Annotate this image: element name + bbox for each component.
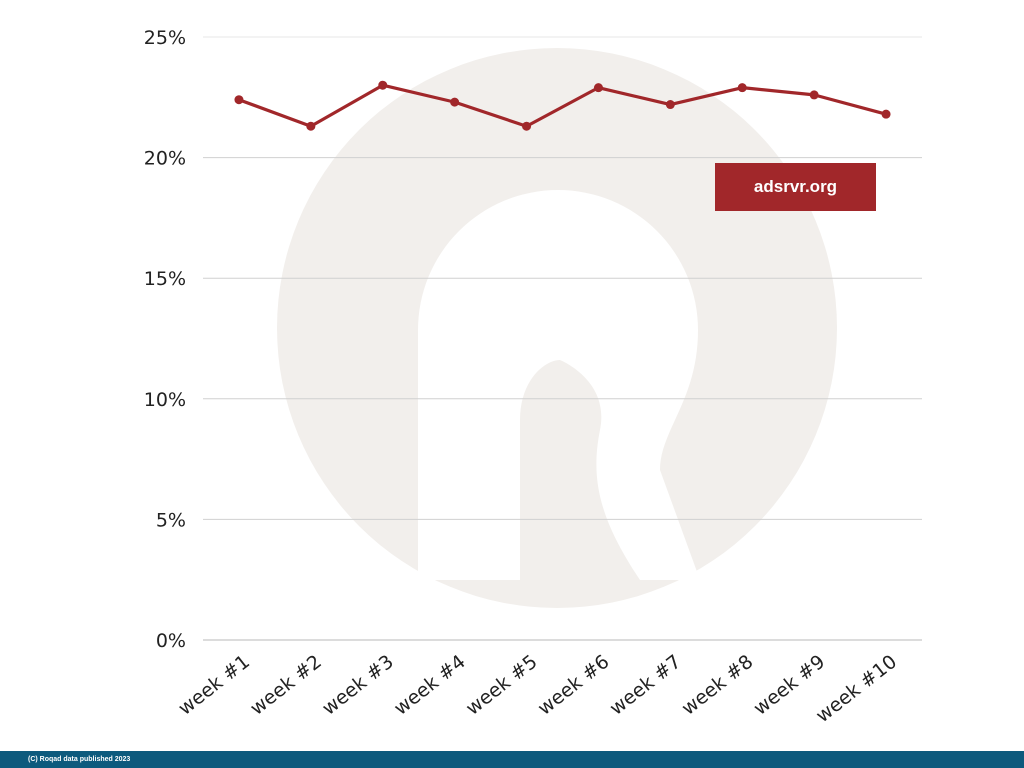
data-point <box>306 121 316 131</box>
x-tick-label: week #3 <box>318 651 398 720</box>
data-point <box>450 97 460 107</box>
y-tick-label: 15% <box>144 268 186 290</box>
x-tick-label: week #2 <box>246 651 326 720</box>
y-tick-label: 10% <box>144 389 186 411</box>
footer-copyright: (C) Roqad data published 2023 <box>28 756 131 763</box>
y-tick-label: 20% <box>144 148 186 170</box>
data-point <box>522 121 532 131</box>
legend-adsrvr: adsrvr.org <box>715 163 876 211</box>
data-point <box>737 83 747 93</box>
x-tick-label: week #4 <box>390 651 470 720</box>
data-point <box>881 109 891 119</box>
series-line-segment <box>524 86 601 128</box>
series-line-segment <box>812 93 888 116</box>
series-line-segment <box>309 83 385 128</box>
x-tick-label: week #6 <box>534 651 614 720</box>
series-line-segment <box>237 98 313 128</box>
data-point <box>234 95 244 105</box>
x-tick-label: week #1 <box>174 651 254 720</box>
y-tick-label: 0% <box>156 630 186 652</box>
legend-label: adsrvr.org <box>753 177 838 196</box>
footer-bar: (C) Roqad data published 2023 <box>0 751 1024 768</box>
series-line-segment <box>596 86 672 107</box>
watermark-ring-cutout <box>418 190 700 580</box>
data-point <box>378 80 388 90</box>
series-line-segment <box>381 83 457 104</box>
grid-layer <box>203 36 922 641</box>
y-tick-label: 5% <box>156 509 186 531</box>
series-line-segment <box>740 86 816 97</box>
x-tick-label: week #7 <box>606 651 686 720</box>
data-point <box>665 100 675 110</box>
series-line-segment <box>453 100 529 128</box>
data-point <box>593 83 603 93</box>
series-line-segment <box>668 86 744 107</box>
roqad-logo-watermark <box>277 48 837 608</box>
y-tick-label: 25% <box>144 27 186 49</box>
x-tick-label: week #5 <box>462 651 542 720</box>
x-tick-label: week #10 <box>812 651 901 727</box>
series-layer <box>234 80 891 131</box>
data-point <box>809 90 819 100</box>
x-tick-label: week #8 <box>678 651 758 720</box>
y-axis-ticks: 0% 5% 10% 15% 20% 25% <box>144 27 186 652</box>
